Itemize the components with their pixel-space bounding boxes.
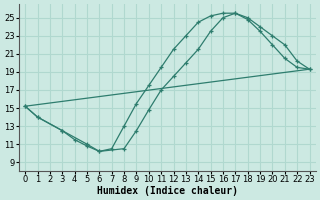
X-axis label: Humidex (Indice chaleur): Humidex (Indice chaleur) (97, 186, 238, 196)
